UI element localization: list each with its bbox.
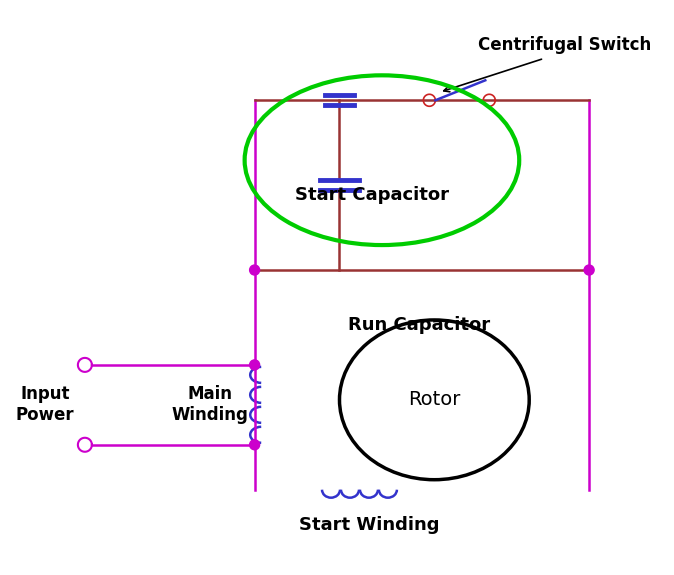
Text: Run Capacitor: Run Capacitor	[348, 316, 491, 334]
Circle shape	[249, 265, 259, 275]
Circle shape	[249, 360, 259, 370]
Circle shape	[249, 440, 259, 450]
Text: Input
Power: Input Power	[16, 385, 74, 424]
Text: Centrifugal Switch: Centrifugal Switch	[477, 36, 651, 55]
Circle shape	[584, 265, 594, 275]
Text: Start Winding: Start Winding	[299, 516, 439, 534]
Text: Rotor: Rotor	[408, 390, 460, 409]
Text: Main
Winding: Main Winding	[171, 385, 248, 424]
Text: Start Capacitor: Start Capacitor	[295, 186, 449, 204]
